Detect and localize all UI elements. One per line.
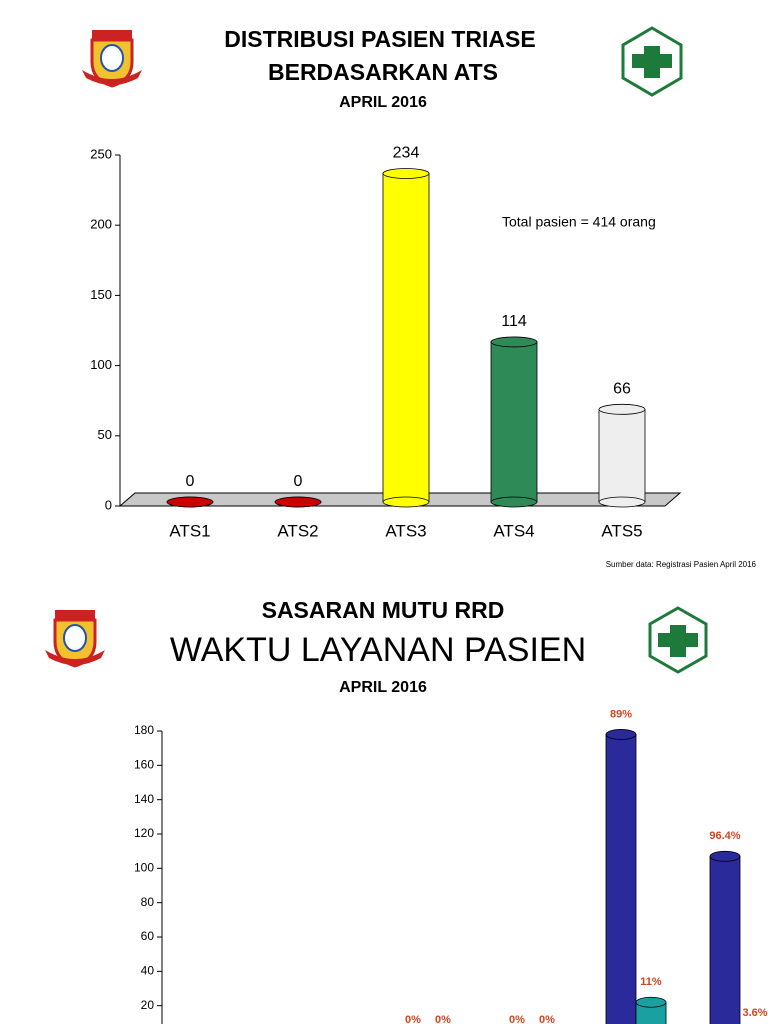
y-tick-label: 160	[134, 758, 154, 772]
bar-top	[274, 496, 322, 508]
data-label: 234	[393, 145, 420, 162]
x-tick-label: ATS2	[277, 521, 318, 540]
data-label: 3.6%	[742, 1007, 767, 1019]
bar	[605, 734, 637, 1024]
x-tick-label: ATS5	[601, 521, 642, 540]
health-logo	[648, 606, 708, 674]
y-tick-label: 100	[134, 861, 154, 875]
y-tick-label: 0	[105, 497, 112, 512]
bar-base	[598, 496, 646, 508]
y-tick-label: 40	[141, 964, 155, 978]
y-tick-label: 140	[134, 792, 154, 806]
bar-base	[382, 496, 430, 508]
data-label: 0%	[405, 1014, 421, 1024]
y-tick-label: 120	[134, 826, 154, 840]
annotation: Total pasien = 414 orang	[502, 214, 656, 230]
bar	[490, 341, 538, 503]
bar-top	[166, 496, 214, 508]
bar	[709, 855, 741, 1024]
data-label: 11%	[640, 976, 662, 988]
chart-title: SASARAN MUTU RRD	[262, 597, 505, 623]
y-tick-label: 150	[90, 287, 112, 302]
bar-base	[490, 496, 538, 508]
chart-title: BERDASARKAN ATS	[268, 59, 498, 85]
data-label: 89%	[610, 708, 632, 720]
bar	[382, 173, 430, 503]
y-tick-label: 200	[90, 217, 112, 232]
y-tick-label: 60	[141, 929, 155, 943]
y-tick-label: 180	[134, 723, 154, 737]
data-label: 96.4%	[709, 830, 740, 842]
bar-top	[382, 168, 430, 179]
data-label: 0	[186, 473, 195, 490]
x-tick-label: ATS4	[493, 521, 534, 540]
chart-title: DISTRIBUSI PASIEN TRIASE	[224, 26, 535, 52]
bar-top	[709, 850, 741, 862]
data-label: 0%	[435, 1014, 451, 1024]
bar-top	[490, 336, 538, 348]
y-tick-label: 100	[90, 357, 112, 372]
y-tick-label: 20	[141, 998, 155, 1012]
data-label: 0%	[539, 1014, 555, 1024]
chart-subtitle: APRIL 2016	[339, 94, 427, 111]
y-tick-label: 80	[141, 895, 155, 909]
x-tick-label: ATS3	[385, 521, 426, 540]
y-tick-label: 50	[98, 427, 112, 442]
data-label: 0%	[509, 1014, 525, 1024]
bar-top	[598, 403, 646, 415]
data-label: 0	[294, 473, 303, 490]
bar	[598, 408, 646, 503]
data-label: 114	[501, 313, 527, 330]
city-crest	[45, 610, 105, 668]
x-tick-label: ATS1	[169, 521, 210, 540]
bar-top	[635, 996, 667, 1008]
data-label: 66	[613, 381, 631, 398]
y-tick-label: 250	[90, 146, 112, 161]
bar-top	[605, 729, 637, 740]
chart-title: WAKTU LAYANAN PASIEN	[170, 631, 586, 669]
source-note: Sumber data: Registrasi Pasien April 201…	[606, 560, 757, 569]
chart-subtitle: APRIL 2016	[339, 679, 427, 696]
city-crest	[82, 30, 142, 88]
health-logo	[621, 26, 683, 97]
